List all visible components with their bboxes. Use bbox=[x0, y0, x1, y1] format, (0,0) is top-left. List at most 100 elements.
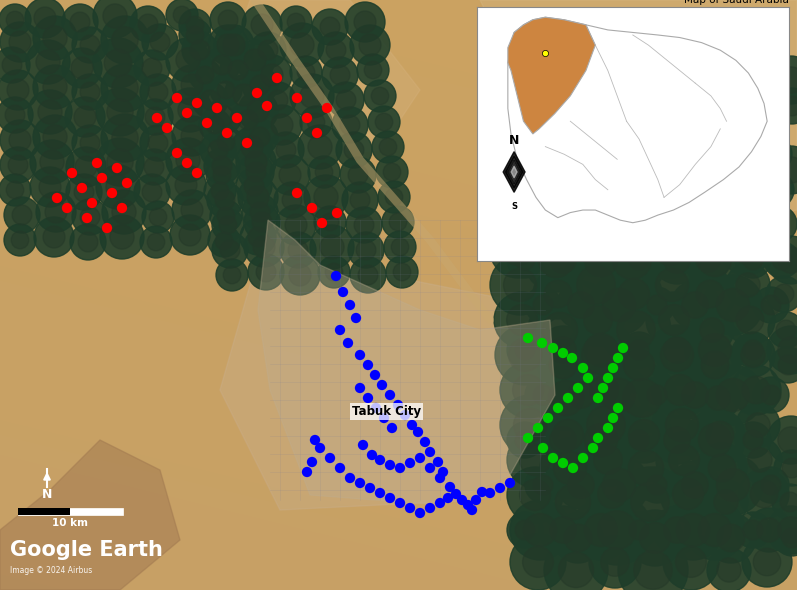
Circle shape bbox=[778, 67, 797, 93]
Circle shape bbox=[74, 182, 94, 202]
Point bbox=[391, 400, 404, 409]
Circle shape bbox=[742, 537, 792, 587]
Circle shape bbox=[235, 40, 275, 80]
Circle shape bbox=[382, 206, 414, 238]
Circle shape bbox=[742, 376, 770, 404]
Circle shape bbox=[647, 205, 667, 225]
Circle shape bbox=[142, 201, 174, 233]
Circle shape bbox=[778, 517, 797, 543]
Circle shape bbox=[11, 231, 29, 249]
Point bbox=[611, 353, 624, 363]
Point bbox=[556, 458, 569, 468]
Circle shape bbox=[753, 377, 789, 413]
Circle shape bbox=[5, 105, 25, 125]
Circle shape bbox=[562, 154, 614, 206]
Circle shape bbox=[708, 91, 740, 124]
Circle shape bbox=[210, 2, 246, 38]
Point bbox=[291, 188, 304, 198]
Point bbox=[151, 113, 163, 123]
Circle shape bbox=[629, 419, 659, 450]
Circle shape bbox=[664, 517, 690, 543]
Circle shape bbox=[212, 55, 232, 75]
Circle shape bbox=[564, 525, 591, 552]
Circle shape bbox=[246, 162, 266, 182]
Circle shape bbox=[589, 185, 649, 245]
Circle shape bbox=[660, 466, 716, 522]
Circle shape bbox=[6, 11, 24, 29]
Circle shape bbox=[664, 67, 690, 93]
Point bbox=[536, 443, 549, 453]
Circle shape bbox=[731, 365, 781, 415]
Circle shape bbox=[204, 175, 236, 207]
Circle shape bbox=[0, 174, 31, 206]
Circle shape bbox=[244, 49, 266, 71]
Circle shape bbox=[725, 295, 775, 345]
Circle shape bbox=[594, 445, 622, 474]
Circle shape bbox=[703, 365, 763, 425]
Circle shape bbox=[206, 159, 238, 191]
Circle shape bbox=[767, 236, 797, 284]
Circle shape bbox=[774, 520, 797, 556]
Circle shape bbox=[247, 100, 269, 122]
Circle shape bbox=[268, 90, 288, 110]
Circle shape bbox=[364, 61, 382, 79]
Circle shape bbox=[681, 472, 709, 498]
Circle shape bbox=[656, 432, 712, 488]
Circle shape bbox=[112, 200, 136, 224]
Circle shape bbox=[308, 135, 332, 159]
Circle shape bbox=[78, 232, 98, 252]
Circle shape bbox=[354, 215, 374, 235]
Circle shape bbox=[571, 50, 631, 110]
Circle shape bbox=[384, 231, 416, 263]
Circle shape bbox=[34, 217, 74, 257]
Circle shape bbox=[36, 192, 76, 232]
Circle shape bbox=[279, 164, 301, 186]
Circle shape bbox=[598, 511, 636, 549]
Point bbox=[362, 394, 375, 403]
Circle shape bbox=[714, 490, 738, 514]
Circle shape bbox=[107, 149, 133, 175]
Circle shape bbox=[224, 75, 264, 115]
Point bbox=[261, 101, 273, 111]
Circle shape bbox=[776, 320, 796, 340]
Circle shape bbox=[717, 525, 744, 552]
Circle shape bbox=[252, 55, 292, 95]
Point bbox=[442, 493, 454, 503]
Point bbox=[354, 384, 367, 393]
Polygon shape bbox=[509, 163, 519, 181]
Circle shape bbox=[696, 376, 740, 420]
Circle shape bbox=[614, 436, 678, 500]
Circle shape bbox=[280, 6, 312, 38]
Circle shape bbox=[621, 332, 657, 368]
Circle shape bbox=[609, 139, 639, 169]
Circle shape bbox=[686, 238, 730, 282]
Circle shape bbox=[704, 480, 748, 524]
Circle shape bbox=[238, 110, 258, 130]
Point bbox=[171, 148, 183, 158]
Circle shape bbox=[525, 107, 561, 143]
Circle shape bbox=[567, 202, 595, 228]
Circle shape bbox=[774, 284, 794, 304]
Circle shape bbox=[206, 98, 242, 134]
Circle shape bbox=[507, 332, 543, 368]
Circle shape bbox=[685, 410, 745, 470]
Point bbox=[331, 208, 344, 218]
Circle shape bbox=[572, 294, 624, 346]
Polygon shape bbox=[220, 250, 560, 510]
Polygon shape bbox=[220, 0, 420, 160]
Point bbox=[383, 460, 396, 470]
Circle shape bbox=[663, 534, 719, 590]
Circle shape bbox=[208, 25, 248, 65]
Circle shape bbox=[544, 538, 608, 590]
Circle shape bbox=[533, 385, 553, 405]
Circle shape bbox=[630, 88, 665, 123]
Circle shape bbox=[685, 140, 745, 200]
Circle shape bbox=[571, 320, 631, 380]
Circle shape bbox=[618, 535, 688, 590]
Circle shape bbox=[622, 379, 662, 417]
Circle shape bbox=[717, 109, 749, 142]
Circle shape bbox=[507, 512, 543, 548]
Circle shape bbox=[654, 235, 685, 266]
Point bbox=[411, 427, 424, 437]
Circle shape bbox=[664, 427, 690, 453]
